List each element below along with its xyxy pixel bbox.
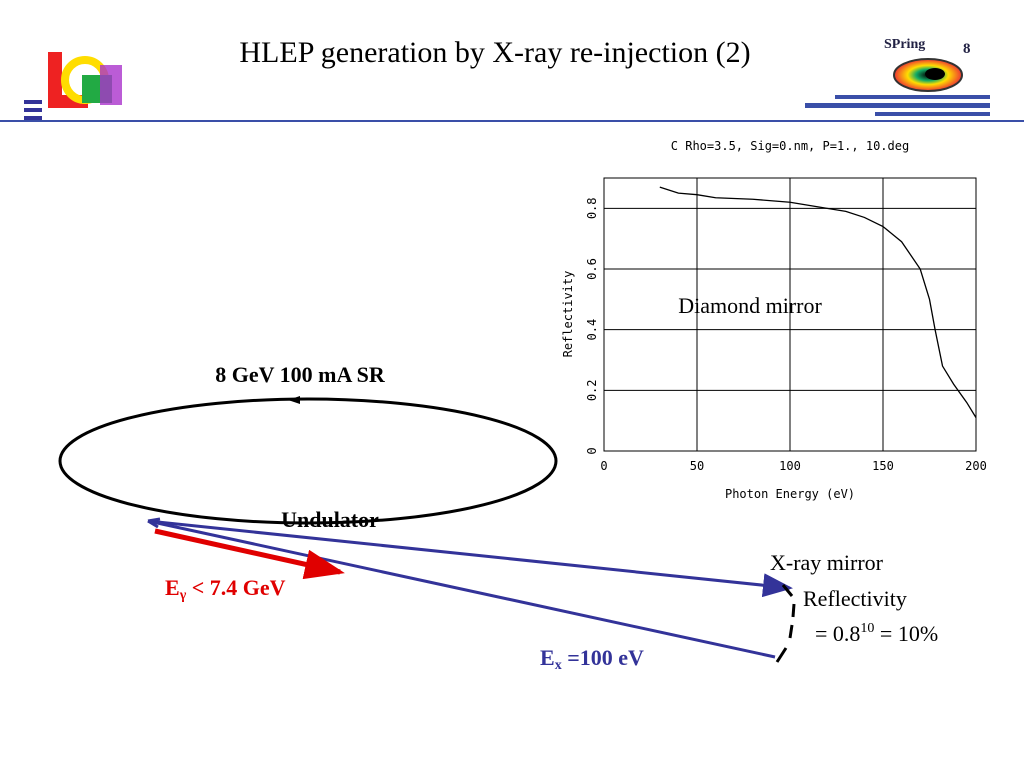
mirror-label: X-ray mirror <box>770 550 884 575</box>
text: E <box>540 645 555 670</box>
y-tick-label: 0.4 <box>585 319 599 341</box>
x-axis-label: Photon Energy (eV) <box>725 487 855 501</box>
x-tick-label: 150 <box>872 459 894 473</box>
text: E <box>165 575 180 600</box>
annotation: Diamond mirror <box>678 293 822 318</box>
y-tick-label: 0.2 <box>585 379 599 401</box>
text: 10 <box>860 621 874 636</box>
header-bars <box>0 95 1024 122</box>
x-tick-label: 100 <box>779 459 801 473</box>
lepp-logo <box>24 52 122 120</box>
gamma-label: Eγ < 7.4 GeV <box>165 575 286 603</box>
text: = 0.8 <box>815 621 860 646</box>
logo-number: 8 <box>963 41 971 57</box>
ring-label: 8 GeV 100 mA SR <box>215 362 386 387</box>
x-tick-label: 50 <box>690 459 704 473</box>
chart: C Rho=3.5, Sig=0.nm, P=1., 10.deg Photon… <box>561 139 987 501</box>
data-line <box>659 186 977 418</box>
undulator-label: Undulator <box>281 507 379 532</box>
x-tick-label: 200 <box>965 459 987 473</box>
text: =100 eV <box>562 645 644 670</box>
logo-text: SPring <box>884 37 925 52</box>
spring8-logo: SPring 8 <box>884 37 971 92</box>
ring-diagram: 8 GeV 100 mA SR Undulator Eγ < 7.4 GeV E… <box>58 362 938 673</box>
y-tick-label: 0 <box>585 447 599 454</box>
text: < 7.4 GeV <box>186 575 285 600</box>
y-tick-label: 0.8 <box>585 197 599 219</box>
y-axis-label: Reflectivity <box>561 271 575 358</box>
text: = 10% <box>874 621 938 646</box>
reflectivity-value: = 0.810 = 10% <box>815 621 938 646</box>
text: x <box>555 658 562 673</box>
xray-label: Ex =100 eV <box>540 645 644 673</box>
slide-title: HLEP generation by X-ray re-injection (2… <box>239 36 750 69</box>
text: γ <box>179 588 187 603</box>
chart-title: C Rho=3.5, Sig=0.nm, P=1., 10.deg <box>671 139 909 153</box>
x-tick-label: 0 <box>600 459 607 473</box>
reflectivity-label: Reflectivity <box>803 586 907 611</box>
y-tick-label: 0.6 <box>585 258 599 280</box>
